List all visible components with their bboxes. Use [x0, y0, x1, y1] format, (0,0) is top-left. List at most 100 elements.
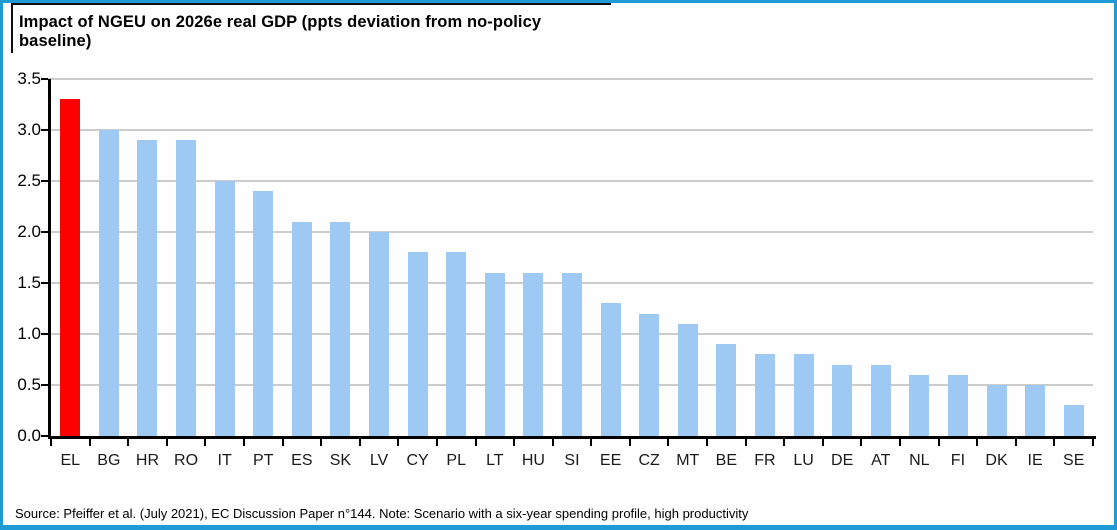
bar-IE — [1025, 385, 1046, 436]
x-axis-tick — [281, 439, 284, 446]
bar-HU — [523, 272, 544, 436]
y-axis-label: 1.0 — [17, 324, 41, 343]
x-axis-label: EE — [599, 452, 622, 469]
x-axis-tick — [1092, 439, 1094, 446]
y-axis-label: 0.0 — [17, 426, 41, 445]
x-axis-tick — [628, 439, 631, 446]
bar-SI — [562, 272, 582, 436]
x-axis-tick — [127, 439, 130, 446]
x-axis-label: AT — [871, 452, 891, 469]
bar-BG — [98, 130, 119, 436]
x-axis-label: PT — [253, 452, 274, 469]
bar-LT — [484, 272, 505, 436]
gridline — [48, 180, 1093, 182]
y-axis-tick — [41, 78, 48, 80]
x-axis-tick — [165, 439, 168, 446]
y-axis-label: 0.5 — [17, 375, 41, 394]
x-axis-label: DK — [985, 452, 1008, 469]
gridline — [48, 129, 1093, 131]
chart-title-box: Impact of NGEU on 2026e real GDP (ppts d… — [11, 3, 611, 53]
x-axis-label: BG — [97, 452, 121, 469]
y-axis-label: 1.5 — [17, 273, 41, 292]
y-axis-label: 3.0 — [17, 120, 41, 139]
x-axis-label: FR — [754, 452, 776, 469]
bar-EL — [60, 99, 81, 436]
bar-PL — [446, 252, 467, 436]
bar-BE — [716, 344, 737, 436]
x-axis-tick — [1053, 439, 1056, 446]
bar-PT — [253, 191, 274, 436]
x-axis-tick — [783, 439, 786, 446]
x-axis-tick — [860, 439, 863, 446]
x-axis-label: CY — [406, 452, 429, 469]
x-axis-label: MT — [676, 452, 700, 469]
bar-LU — [793, 354, 814, 436]
x-axis-label: IT — [217, 452, 232, 469]
y-axis-tick — [41, 180, 48, 182]
x-axis-label: RO — [174, 452, 199, 469]
x-axis-label: IE — [1027, 452, 1043, 469]
y-axis-label: 2.0 — [17, 222, 41, 241]
x-axis-label: BE — [715, 452, 738, 469]
x-axis-label: HU — [521, 452, 545, 469]
bar-CY — [407, 252, 428, 436]
y-axis-tick — [41, 129, 48, 131]
x-axis-tick — [474, 439, 477, 446]
gridline — [48, 78, 1093, 80]
x-axis-label: LU — [793, 452, 814, 469]
bar-HR — [137, 140, 158, 436]
y-axis-tick — [41, 384, 48, 386]
x-axis-label: PL — [446, 452, 466, 469]
x-axis-tick — [320, 439, 323, 446]
bar-DE — [832, 364, 853, 436]
x-axis-tick — [744, 439, 747, 446]
x-axis-label: CZ — [638, 452, 660, 469]
y-axis-label: 2.5 — [17, 171, 41, 190]
bar-AT — [870, 364, 891, 436]
bar-RO — [176, 140, 197, 436]
x-axis-tick — [50, 439, 52, 446]
bar-DK — [986, 385, 1007, 436]
y-axis-tick — [41, 435, 48, 437]
bar-FI — [947, 374, 968, 436]
x-axis-label: SI — [564, 452, 580, 469]
x-axis-tick — [435, 439, 438, 446]
y-axis-label: 3.5 — [17, 69, 41, 88]
x-axis-label: DE — [831, 452, 854, 469]
x-axis-tick — [551, 439, 554, 446]
x-axis-tick — [1014, 439, 1017, 446]
y-axis-tick — [41, 231, 48, 233]
bar-SK — [330, 221, 351, 436]
x-axis-tick — [358, 439, 361, 446]
gridline — [48, 231, 1093, 233]
bar-FR — [754, 354, 775, 436]
x-axis-tick — [590, 439, 593, 446]
x-axis-label: FI — [950, 452, 966, 469]
x-axis-label: ES — [291, 452, 313, 469]
x-axis-label: EL — [60, 452, 81, 469]
x-axis-tick — [513, 439, 516, 446]
source-note: Source: Pfeiffer et al. (July 2021), EC … — [15, 506, 749, 521]
bar-MT — [677, 323, 698, 436]
x-axis-label: NL — [909, 452, 930, 469]
x-axis-line — [48, 436, 1096, 439]
x-axis-tick — [706, 439, 709, 446]
x-axis-label: LV — [369, 452, 389, 469]
bar-CZ — [639, 313, 660, 436]
x-axis-tick — [242, 439, 245, 446]
bar-SE — [1063, 405, 1084, 436]
y-axis-line — [48, 79, 51, 439]
x-axis-tick — [821, 439, 824, 446]
x-axis-tick — [88, 439, 91, 446]
x-axis-label: LT — [486, 452, 504, 469]
x-axis-label: SK — [329, 452, 352, 469]
x-axis-label: HR — [135, 452, 160, 469]
bar-IT — [214, 181, 235, 436]
bar-ES — [291, 221, 312, 436]
x-axis-tick — [976, 439, 979, 446]
bar-EE — [600, 303, 621, 436]
y-axis-tick — [41, 282, 48, 284]
y-axis-tick — [41, 333, 48, 335]
x-axis-label: SE — [1063, 452, 1085, 469]
